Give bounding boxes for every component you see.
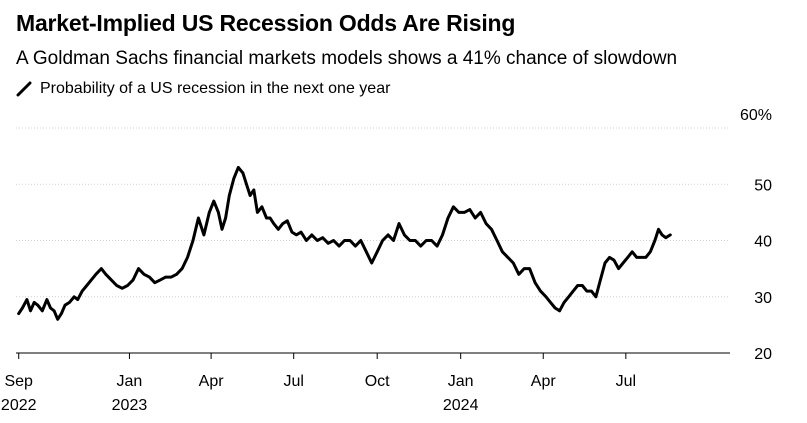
chart-subtitle: A Goldman Sachs financial markets models… [16,48,678,69]
series-line [17,165,672,321]
x-tick-year-label: 2024 [443,397,479,414]
x-tick-label: Jan [117,373,143,390]
x-tick-label: Oct [365,373,390,390]
legend: Probability of a US recession in the nex… [16,80,390,98]
x-tick-label: Jan [448,373,474,390]
diagonal-line-icon [16,81,32,97]
y-tick-label: 30 [754,290,772,307]
x-tick-label: Sep [4,373,33,390]
x-tick-label: Apr [199,373,225,390]
x-tick-label: Jul [616,373,636,390]
y-tick-label: 50 [754,177,772,194]
legend-label: Probability of a US recession in the nex… [40,80,391,97]
x-tick-label: Jul [283,373,303,390]
y-tick-label: 20 [754,346,772,363]
chart-title: Market-Implied US Recession Odds Are Ris… [16,10,516,36]
x-tick-year-label: 2022 [1,397,37,414]
x-tick-year-label: 2023 [112,397,148,414]
y-tick-label: 60% [740,107,772,124]
x-tick-label: Apr [531,373,557,390]
y-tick-label: 40 [754,234,772,251]
